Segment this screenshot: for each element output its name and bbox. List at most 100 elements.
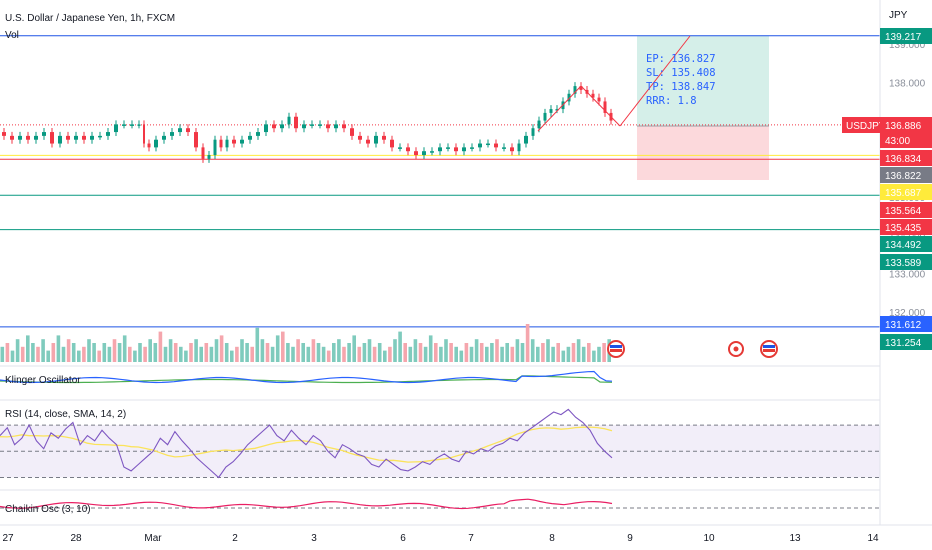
price-badge-bg-6 [880,236,932,252]
price-badge-5: 135.435 [885,223,922,234]
time-tick-1: 28 [70,533,82,544]
volume-bar-102 [520,343,525,362]
volume-bar-52 [265,343,270,362]
candle-body-3 [18,135,22,140]
volume-bar-79 [403,343,407,362]
candle-body-58 [438,147,442,152]
volume-bar-47 [240,339,244,362]
candle-body-71 [537,120,541,129]
price-tick-0: 139.000 [889,40,926,51]
volume-bar-18 [92,343,96,362]
symbol-tag-bg [842,117,880,133]
price-badge-9: 131.254 [885,338,922,349]
long-position-tool[interactable] [637,36,769,180]
volume-bar-81 [413,339,418,362]
price-badge-bg-8 [880,316,932,332]
candle-body-73 [549,109,553,113]
volume-bar-66 [337,339,341,362]
volume-bar-64 [326,350,331,362]
candle-body-72 [543,112,547,121]
candle-body-14 [106,132,110,136]
last-price-bg [880,117,932,148]
volume-bar-15 [77,350,81,362]
volume-bar-25 [128,346,132,362]
time-axis[interactable] [0,524,932,550]
price-badge-bg-1 [880,150,932,166]
candle-body-18 [137,124,141,126]
candle-body-81 [597,97,601,102]
volume-bar-27 [138,343,142,362]
volume-bar-6 [31,343,35,362]
volume-bar-77 [393,339,397,362]
volume-bar-111 [566,346,571,362]
candle-body-82 [603,101,607,113]
take-profit-zone [637,36,769,126]
candle-body-33 [240,139,244,144]
volume-bar-5 [26,335,30,362]
time-tick-4: 3 [311,533,317,544]
volume-bar-31 [158,331,163,362]
volume-bar-60 [306,346,311,362]
volume-bar-36 [184,350,188,362]
candle-body-65 [494,143,498,148]
candle-body-8 [58,135,62,144]
volume-bar-105 [536,346,540,362]
volume-bar-71 [362,343,367,362]
volume-bar-11 [56,335,61,362]
candle-body-12 [90,135,94,140]
candle-body-25 [186,128,190,133]
projection-lines [537,35,691,132]
price-candles [2,82,613,163]
candle-body-51 [382,135,386,140]
volume-bar-103 [525,324,530,362]
candle-body-43 [318,124,322,126]
trade-sl: SL: 135.408 [646,67,716,79]
volume-bar-32 [163,346,168,362]
candle-body-59 [446,147,450,149]
candle-body-10 [74,135,78,140]
volume-bar-0 [0,346,5,362]
volume-bar-112 [571,343,576,362]
time-tick-7: 8 [549,533,555,544]
candle-body-55 [414,151,418,156]
candle-body-57 [430,151,434,153]
time-tick-9: 10 [703,533,715,544]
currency-label: JPY [889,10,908,21]
candle-body-4 [26,135,30,140]
volume-bar-109 [556,343,560,362]
trade-ep: EP: 136.827 [646,53,716,65]
volume-bar-78 [398,331,402,362]
candle-body-28 [207,155,211,159]
event-markers[interactable] [607,340,778,358]
candle-body-19 [143,124,145,144]
time-tick-5: 6 [400,533,406,544]
price-badge-bg-9 [880,334,932,350]
volume-bar-4 [20,346,25,362]
price-badge-bg-4 [880,202,932,218]
candle-body-74 [555,109,559,111]
volume-bar-110 [561,350,566,362]
volume-bar-82 [418,343,423,362]
symbol-tag: USDJPY [846,121,886,132]
time-tick-8: 9 [627,533,633,544]
volume-bar-26 [133,350,137,362]
candle-body-49 [366,139,370,144]
volume-bar-88 [449,343,453,362]
candle-body-46 [342,124,346,129]
trade-info: EP: 136.827 SL: 135.408 TP: 138.847 RRR:… [646,53,716,107]
rsi-label: RSI (14, close, SMA, 14, 2) [5,409,126,420]
volume-bar-91 [464,343,469,362]
price-badge-7: 133.589 [885,258,922,269]
candle-body-11 [82,135,86,140]
volume-bar-100 [510,346,515,362]
candle-body-80 [591,93,595,98]
price-badge-2: 136.822 [885,171,922,182]
candle-body-47 [350,128,354,136]
volume-bar-42 [214,339,219,362]
candle-body-64 [486,143,490,146]
candle-body-78 [579,86,583,90]
volume-bar-108 [551,346,555,362]
candle-body-54 [406,147,410,152]
